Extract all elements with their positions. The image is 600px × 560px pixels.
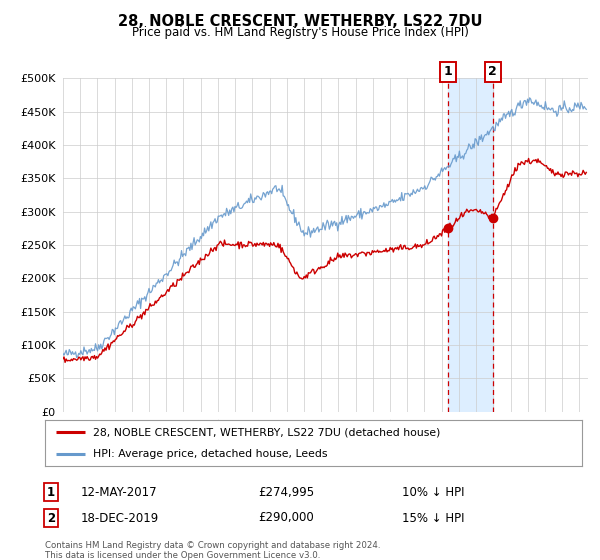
- Text: Contains HM Land Registry data © Crown copyright and database right 2024.: Contains HM Land Registry data © Crown c…: [45, 541, 380, 550]
- Text: 28, NOBLE CRESCENT, WETHERBY, LS22 7DU: 28, NOBLE CRESCENT, WETHERBY, LS22 7DU: [118, 14, 482, 29]
- Text: 2: 2: [47, 511, 55, 525]
- Text: 1: 1: [47, 486, 55, 499]
- Text: 12-MAY-2017: 12-MAY-2017: [81, 486, 158, 499]
- Text: 10% ↓ HPI: 10% ↓ HPI: [402, 486, 464, 499]
- Text: HPI: Average price, detached house, Leeds: HPI: Average price, detached house, Leed…: [94, 449, 328, 459]
- Text: £290,000: £290,000: [258, 511, 314, 525]
- Text: 2: 2: [488, 66, 497, 78]
- Text: 18-DEC-2019: 18-DEC-2019: [81, 511, 159, 525]
- Text: 1: 1: [443, 66, 452, 78]
- Text: This data is licensed under the Open Government Licence v3.0.: This data is licensed under the Open Gov…: [45, 551, 320, 560]
- Bar: [448, 78, 493, 412]
- Text: 15% ↓ HPI: 15% ↓ HPI: [402, 511, 464, 525]
- Text: Price paid vs. HM Land Registry's House Price Index (HPI): Price paid vs. HM Land Registry's House …: [131, 26, 469, 39]
- Text: 28, NOBLE CRESCENT, WETHERBY, LS22 7DU (detached house): 28, NOBLE CRESCENT, WETHERBY, LS22 7DU (…: [94, 427, 441, 437]
- Text: £274,995: £274,995: [258, 486, 314, 499]
